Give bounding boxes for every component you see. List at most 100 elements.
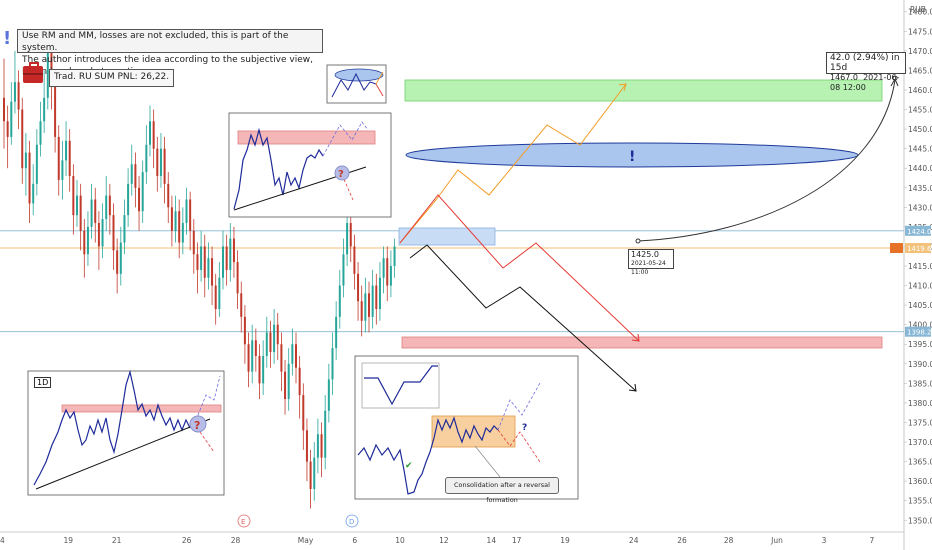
candle-body: [46, 50, 49, 98]
candle-body: [86, 226, 89, 255]
measure-end-point[interactable]: [892, 75, 898, 81]
green-target-zone[interactable]: [404, 79, 883, 102]
briefcase-icon: [23, 62, 43, 83]
price-range-measure[interactable]: 42.0 (2.94%) in 15d 1467.0 2021-06-08 12…: [826, 52, 906, 92]
anchor-time: 2021-05-24 11:00: [631, 260, 666, 276]
svg-text:D: D: [349, 518, 354, 526]
price-axis-badge: [905, 326, 931, 337]
x-tick-label: 7: [870, 536, 875, 545]
last-price-marker: [890, 243, 903, 254]
candle-body: [145, 144, 148, 173]
y-tick-label: 1470.0: [908, 47, 932, 56]
candle-body: [127, 183, 130, 216]
red-target-zone[interactable]: [401, 336, 883, 349]
y-tick-label: 1390.0: [908, 360, 932, 369]
red-arrow-head: [631, 333, 640, 342]
x-tick-label: May: [298, 536, 314, 545]
candle-body: [357, 273, 360, 302]
y-tick-label: 1475.0: [908, 27, 932, 36]
event-marker-e[interactable]: E: [237, 514, 251, 528]
candle-body: [386, 258, 389, 286]
candle-body: [141, 172, 144, 212]
candle-body: [54, 82, 57, 137]
candle-body: [338, 285, 341, 317]
x-tick-label: 21: [112, 536, 122, 545]
candle-body: [156, 148, 159, 177]
candle-body: [225, 246, 228, 270]
candle-body: [222, 246, 224, 278]
candle-body: [196, 254, 199, 270]
candle-body: [393, 246, 396, 266]
candle-body: [254, 340, 257, 356]
x-tick-label: 24: [629, 536, 639, 545]
y-tick-label: 1375.0: [908, 418, 932, 427]
candle-body: [371, 285, 374, 317]
red-scenario-path[interactable]: [399, 194, 640, 342]
candle-body: [262, 355, 265, 384]
orange-scenario-path[interactable]: [399, 83, 627, 244]
measure-curve[interactable]: [637, 79, 896, 242]
anchor-price: 1425.0: [631, 250, 659, 259]
exclamation-icon: !: [3, 28, 12, 49]
candle-body: [149, 121, 151, 145]
black-scenario-path[interactable]: [409, 244, 637, 392]
candle-body: [68, 140, 71, 177]
candle-body: [284, 371, 287, 399]
candle-body: [280, 344, 283, 372]
y-tick-label: 1465.0: [908, 66, 932, 75]
y-tick-label: 1395.0: [908, 340, 932, 349]
candle-body: [174, 211, 177, 231]
candle-body: [243, 316, 246, 345]
y-tick-label: 1380.0: [908, 399, 932, 408]
price-axis-badge-label: 1398.2: [907, 329, 932, 337]
candle-body: [105, 195, 108, 220]
event-marker-d[interactable]: D: [345, 514, 359, 528]
svg-text:?: ?: [522, 423, 527, 433]
x-tick-label: Jun: [770, 536, 783, 545]
y-tick-label: 1440.0: [908, 164, 932, 173]
svg-text:?: ?: [194, 419, 200, 432]
candle-body: [108, 195, 111, 216]
y-tick-label: 1480.0: [908, 8, 932, 17]
disclaimer-note: Use RM and MM, losses are not excluded, …: [17, 29, 323, 77]
candle-body: [72, 176, 75, 216]
candles: [3, 31, 396, 509]
candle-body: [119, 242, 122, 274]
candle-body: [189, 199, 192, 231]
anchor-point-label[interactable]: 1425.0 2021-05-24 11:00: [628, 249, 674, 276]
candle-body: [79, 195, 82, 231]
y-tick-label: 1415.0: [908, 262, 932, 271]
candle-body: [291, 344, 294, 364]
black-arrow-head: [628, 383, 637, 392]
candle-body: [181, 222, 184, 243]
x-tick-label: 14: [0, 536, 5, 545]
candle-body: [200, 246, 203, 270]
x-tick-label: 28: [724, 536, 734, 545]
y-tick-label: 1445.0: [908, 145, 932, 154]
y-tick-label: 1405.0: [908, 301, 932, 310]
candle-body: [123, 215, 126, 243]
candle-body: [21, 109, 24, 169]
candle-body: [305, 430, 308, 462]
x-tick-label: 19: [63, 536, 73, 545]
candle-body: [287, 363, 290, 399]
candle-body: [382, 258, 385, 278]
candle-body: [3, 97, 5, 122]
ellipse-exclamation: !: [629, 149, 635, 165]
candle-body: [331, 348, 334, 380]
candle-body: [138, 187, 141, 212]
measure-summary: 42.0 (2.94%) in 15d: [830, 53, 900, 73]
candle-body: [163, 148, 166, 184]
price-axis-badge: [905, 225, 931, 236]
measure-start-point[interactable]: [635, 238, 641, 244]
candle-body: [236, 262, 239, 294]
price-axis: 1350.0 1355.0 1360.0 1365.0 1370.0 1375.0 1380…: [904, 8, 932, 525]
candle-body: [389, 266, 392, 286]
y-tick-label: 1460.0: [908, 86, 932, 95]
candle-body: [265, 332, 268, 356]
candle-body: [94, 199, 97, 223]
y-tick-label: 1385.0: [908, 379, 932, 388]
candle-body: [35, 144, 38, 184]
x-tick-label: 26: [182, 536, 192, 545]
